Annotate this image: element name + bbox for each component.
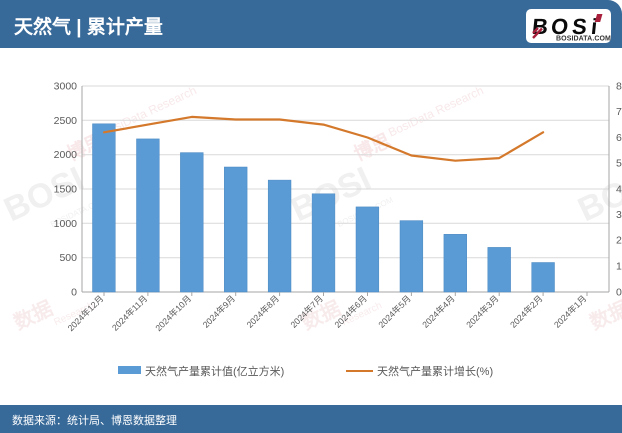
svg-text:2024年1月: 2024年1月 [551,293,588,330]
svg-text:7: 7 [616,106,622,118]
svg-text:2024年3月: 2024年3月 [463,293,500,330]
svg-text:2000: 2000 [54,149,78,161]
svg-text:3000: 3000 [54,81,78,93]
svg-text:6: 6 [616,132,622,144]
svg-text:2024年9月: 2024年9月 [200,293,237,330]
svg-text:2024年4月: 2024年4月 [420,293,457,330]
svg-text:BOSIDATA.COM: BOSIDATA.COM [556,36,611,43]
svg-text:2500: 2500 [54,115,78,127]
svg-text:B: B [531,14,549,39]
svg-text:2024年2月: 2024年2月 [507,293,544,330]
svg-text:5: 5 [616,158,622,170]
svg-text:1: 1 [616,260,622,272]
svg-text:2024年10月: 2024年10月 [153,293,194,334]
svg-text:2: 2 [616,235,622,247]
svg-text:0: 0 [616,287,622,299]
svg-text:4: 4 [616,183,622,195]
svg-text:2024年11月: 2024年11月 [109,293,149,333]
svg-text:1500: 1500 [54,184,78,196]
svg-text:3: 3 [616,209,622,221]
svg-text:0: 0 [71,287,77,299]
svg-text:1000: 1000 [54,218,78,230]
svg-text:8: 8 [616,81,622,93]
svg-text:500: 500 [59,252,77,264]
svg-text:2024年8月: 2024年8月 [244,293,281,330]
